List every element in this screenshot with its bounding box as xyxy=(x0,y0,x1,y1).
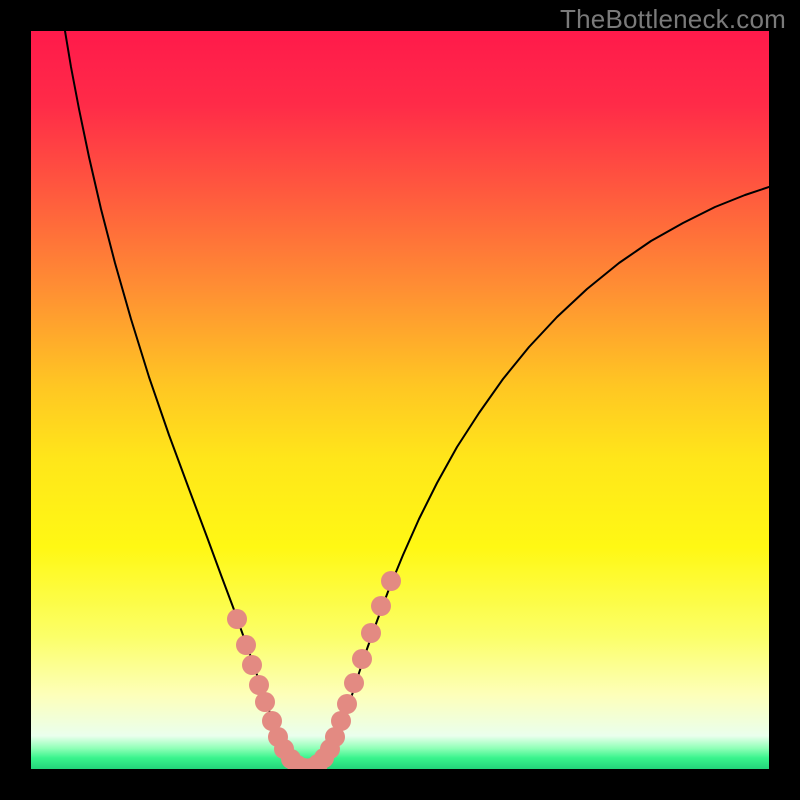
marker-dot xyxy=(255,692,275,712)
marker-dot xyxy=(249,675,269,695)
plot-area xyxy=(31,31,769,769)
marker-dot xyxy=(344,673,364,693)
chart-svg xyxy=(31,31,769,769)
marker-dot xyxy=(352,649,372,669)
chart-background xyxy=(31,31,769,769)
marker-dot xyxy=(242,655,262,675)
marker-dot xyxy=(236,635,256,655)
marker-dot xyxy=(331,711,351,731)
marker-dot xyxy=(371,596,391,616)
marker-dot xyxy=(381,571,401,591)
marker-dot xyxy=(337,694,357,714)
marker-dot xyxy=(361,623,381,643)
marker-dot xyxy=(227,609,247,629)
chart-frame: TheBottleneck.com xyxy=(0,0,800,800)
